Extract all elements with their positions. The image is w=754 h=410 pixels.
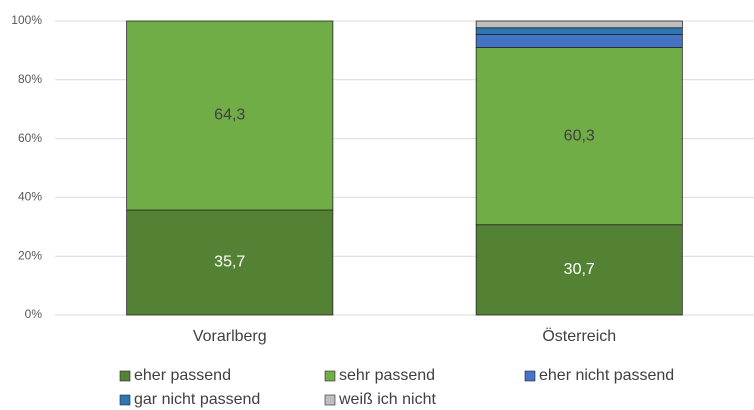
legend-swatch bbox=[119, 394, 131, 406]
legend-swatch bbox=[324, 370, 336, 382]
bar-segment bbox=[475, 27, 683, 35]
y-tick-label: 80% bbox=[18, 72, 42, 86]
legend-label: gar nicht passend bbox=[134, 391, 260, 408]
legend-swatch bbox=[324, 394, 336, 406]
legend-label: sehr passend bbox=[339, 367, 435, 384]
y-tick-label: 100% bbox=[11, 13, 42, 27]
bar-segment bbox=[475, 34, 683, 48]
y-tick-label: 20% bbox=[18, 248, 42, 262]
y-tick-label: 60% bbox=[18, 131, 42, 145]
value-label: 60,3 bbox=[564, 127, 595, 144]
value-label: 30,7 bbox=[564, 261, 595, 278]
x-tick-label: Vorarlberg bbox=[193, 328, 267, 345]
legend-swatch bbox=[524, 370, 536, 382]
bar-segment bbox=[475, 20, 683, 29]
legend-label: eher nicht passend bbox=[539, 367, 674, 384]
y-tick-label: 0% bbox=[25, 307, 43, 321]
value-label: 64,3 bbox=[214, 107, 245, 124]
legend-label: weiß ich nicht bbox=[338, 391, 436, 408]
y-tick-label: 40% bbox=[18, 190, 42, 204]
value-label: 35,7 bbox=[214, 254, 245, 271]
bar-segment bbox=[126, 209, 334, 316]
x-tick-label: Österreich bbox=[542, 327, 616, 345]
legend-label: eher passend bbox=[134, 367, 231, 384]
legend-swatch bbox=[119, 370, 131, 382]
bar-segment bbox=[475, 224, 683, 316]
bar-segment bbox=[126, 20, 334, 211]
